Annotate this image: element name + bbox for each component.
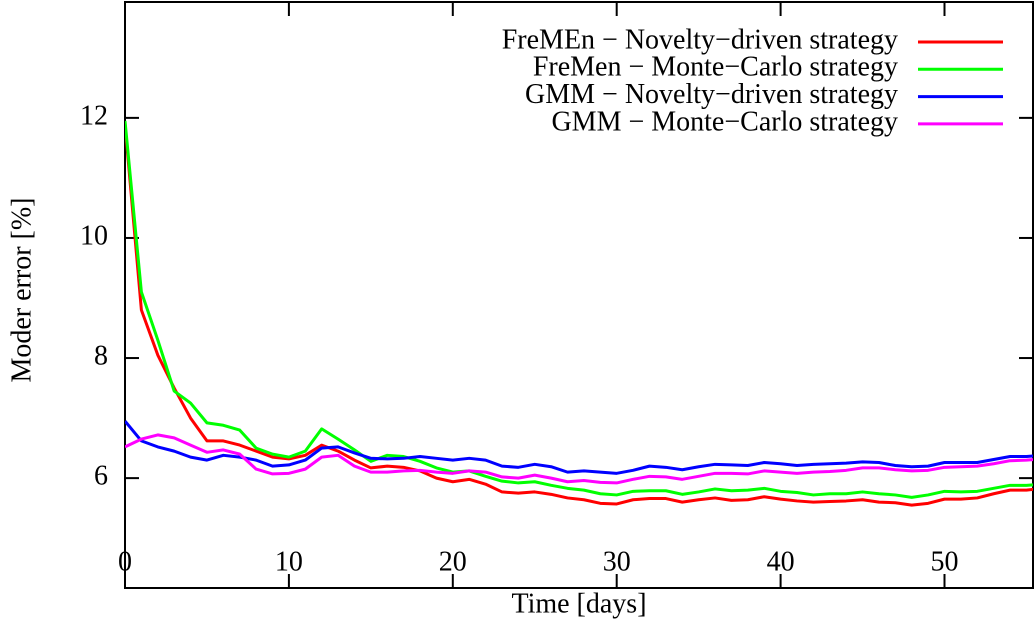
data-line [125, 433, 1033, 485]
x-tick-label: 50 [930, 546, 958, 577]
x-tick-label: 30 [603, 546, 631, 577]
data-line [125, 420, 1033, 475]
y-axis-label: Moder error [%] [6, 197, 37, 382]
x-tick-label: 40 [767, 546, 795, 577]
x-tick-label: 10 [275, 546, 303, 577]
legend-label: FreMen − Monte−Carlo strategy [533, 52, 898, 83]
x-axis-label: Time [days] [511, 588, 646, 619]
data-line [125, 123, 1033, 507]
y-tick-label: 12 [80, 100, 108, 131]
legend-label: GMM − Novelty−driven strategy [525, 79, 898, 110]
data-line [125, 120, 1033, 499]
plot-lines [125, 120, 1033, 507]
plot-border [124, 1, 1034, 589]
x-tick-label: 20 [439, 546, 467, 577]
y-tick-label: 8 [94, 340, 108, 371]
y-tick-label: 6 [94, 461, 108, 492]
x-tick-label: 0 [118, 546, 132, 577]
y-tick-label: 10 [80, 220, 108, 251]
legend-label: FreMEn − Novelty−driven strategy [502, 24, 898, 55]
legend-label: GMM − Monte−Carlo strategy [551, 106, 898, 137]
